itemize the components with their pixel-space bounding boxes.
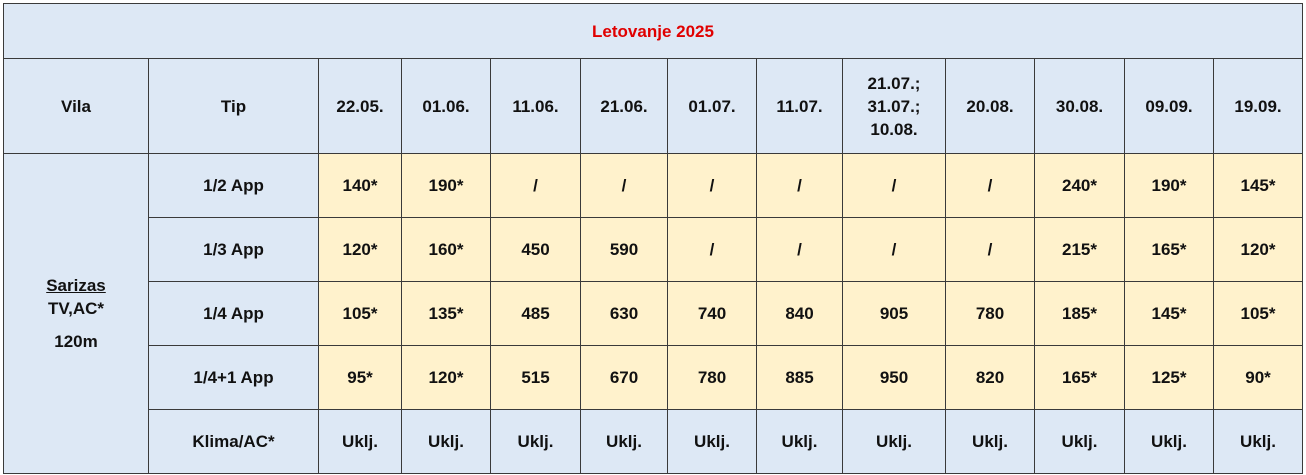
price-cell: Uklj.	[1212, 409, 1304, 474]
price-cell: 590	[580, 217, 668, 282]
column-header: 20.08.	[945, 58, 1035, 154]
type-cell: 1/4 App	[148, 281, 319, 346]
column-header: 11.06.	[490, 58, 581, 154]
price-cell: 215*	[1034, 217, 1125, 282]
column-header: Vila	[3, 58, 149, 154]
table-row: Klima/AC* Uklj. Uklj. Uklj. Uklj. Uklj. Uklj. U…	[4, 409, 1304, 474]
column-header: 11.07.	[756, 58, 843, 154]
price-cell: 120*	[401, 345, 491, 410]
price-cell: /	[580, 153, 668, 218]
column-header: 22.05.	[318, 58, 402, 154]
price-cell: 120*	[318, 217, 402, 282]
price-cell: 160*	[401, 217, 491, 282]
price-cell: 670	[580, 345, 668, 410]
price-cell: 140*	[318, 153, 402, 218]
price-cell: Uklj.	[756, 409, 843, 474]
price-cell: 185*	[1034, 281, 1125, 346]
price-cell: Uklj.	[580, 409, 668, 474]
column-header-line: 21.07.;	[867, 73, 921, 93]
price-cell: 950	[842, 345, 946, 410]
price-cell: 820	[945, 345, 1035, 410]
price-cell: 145*	[1212, 153, 1304, 218]
table-row: 1/4 App 105* 135* 485 630 740 840 905 780 185* 145…	[4, 281, 1304, 346]
price-cell: 780	[667, 345, 757, 410]
price-cell: 135*	[401, 281, 491, 346]
price-cell: /	[756, 217, 843, 282]
price-cell: 740	[667, 281, 757, 346]
header-row: Vila Tip 22.05. 01.06. 11.06. 21.06. 01.07. 11.…	[3, 58, 1304, 154]
price-cell: 450	[490, 217, 581, 282]
table-row: 1/3 App 120* 160* 450 590// //215* 165* 120*	[4, 217, 1304, 282]
column-header: 21.06.	[580, 58, 668, 154]
price-cell: 190*	[401, 153, 491, 218]
price-cell: 905	[842, 281, 946, 346]
table-title: Letovanje 2025	[2, 3, 1304, 59]
price-cell: Uklj.	[490, 409, 581, 474]
price-cell: Uklj.	[401, 409, 491, 474]
price-cell: 780	[945, 281, 1035, 346]
column-header: Tip	[148, 58, 319, 154]
price-cell: Uklj.	[1124, 409, 1214, 474]
column-header-line: 11.06.	[512, 96, 559, 116]
price-cell: 840	[756, 281, 843, 346]
type-cell: 1/4+1 App	[148, 345, 319, 410]
price-cell: 105*	[1212, 281, 1304, 346]
villa-detail: TV,AC*	[47, 299, 105, 318]
price-cell: 165*	[1124, 217, 1214, 282]
villa-name: Sarizas	[46, 276, 106, 295]
price-cell: /	[842, 153, 946, 218]
price-cell: /	[945, 153, 1035, 218]
column-header: 01.07.	[667, 58, 757, 154]
price-cell: /	[945, 217, 1035, 282]
price-cell: 120*	[1212, 217, 1304, 282]
column-header-line: 20.08.	[966, 96, 1014, 116]
price-cell: 95*	[318, 345, 402, 410]
type-cell: 1/3 App	[148, 217, 319, 282]
price-cell: 190*	[1124, 153, 1214, 218]
type-cell: 1/2 App	[148, 153, 319, 218]
column-header-line: 01.06.	[422, 96, 470, 116]
price-cell: 630	[580, 281, 668, 346]
price-cell: 240*	[1034, 153, 1125, 218]
villa-detail: 120m	[54, 332, 98, 351]
price-cell: 105*	[318, 281, 402, 346]
column-header-line: 30.08.	[1055, 96, 1104, 116]
price-cell: 485	[490, 281, 581, 346]
column-header: 09.09.	[1124, 58, 1214, 154]
column-header-line: 10.08.	[870, 119, 918, 139]
column-header: 19.09.	[1212, 58, 1304, 154]
column-header-line: 11.07.	[776, 96, 823, 116]
type-cell: Klima/AC*	[148, 409, 319, 474]
column-header-line: 09.09.	[1145, 96, 1193, 116]
price-cell: Uklj.	[842, 409, 946, 474]
table-row: 1/4+1 App 95* 120* 515 670 780 885 950 820 165* 12…	[4, 345, 1304, 410]
price-cell: 165*	[1034, 345, 1125, 410]
price-cell: 90*	[1212, 345, 1304, 410]
table-row: Sarizas TV,AC* 120m 1/2 App 140* 190* / / / / //24…	[3, 153, 1304, 474]
column-header-line: 21.06.	[600, 96, 648, 116]
column-header: 01.06.	[401, 58, 491, 154]
price-cell: 125*	[1124, 345, 1214, 410]
villa-cell: Sarizas TV,AC* 120m	[3, 153, 149, 474]
price-cell: /	[490, 153, 581, 218]
price-cell: /	[756, 153, 843, 218]
price-cell: 515	[490, 345, 581, 410]
price-cell: Uklj.	[1034, 409, 1125, 474]
column-header-line: 22.05.	[336, 96, 384, 116]
price-cell: Uklj.	[945, 409, 1035, 474]
price-cell: /	[667, 217, 757, 282]
price-cell: 145*	[1124, 281, 1214, 346]
price-cell: /	[842, 217, 946, 282]
column-header-line: 19.09.	[1234, 96, 1282, 116]
price-cell: /	[667, 153, 757, 218]
price-cell: 885	[756, 345, 843, 410]
column-header: 30.08.	[1034, 58, 1125, 154]
price-cell: Uklj.	[667, 409, 757, 474]
column-header: 21.07.; 31.07.; 10.08.	[842, 58, 946, 154]
column-header-line: 31.07.;	[867, 96, 921, 116]
price-cell: Uklj.	[318, 409, 402, 474]
price-table: Letovanje 2025 Vila Tip 22.05. 01.06. 11.06.…	[2, 3, 1304, 474]
column-header-line: 01.07.	[688, 96, 736, 116]
